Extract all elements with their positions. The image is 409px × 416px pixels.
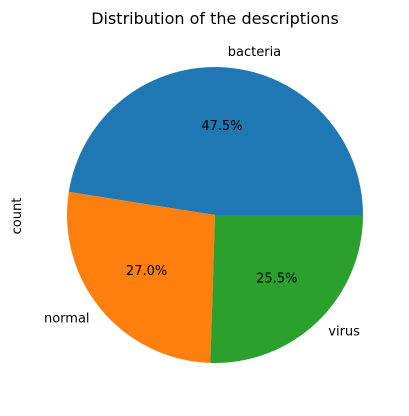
slice-label-virus: virus (328, 324, 360, 339)
slice-percent-virus: 25.5% (256, 271, 297, 286)
pie-slices (66, 66, 363, 364)
y-axis-label: count (10, 198, 25, 235)
slice-label-normal: normal (44, 311, 90, 326)
slice-label-bacteria: bacteria (228, 45, 281, 60)
pie-labels: bacteria 47.5% normal 27.0% virus 25.5% (44, 45, 360, 339)
pie-slice-bacteria (68, 66, 363, 216)
slice-percent-bacteria: 47.5% (201, 119, 242, 134)
pie-slice-normal (66, 191, 215, 363)
chart-title: Distribution of the descriptions (91, 9, 339, 28)
pie-slice-virus (210, 215, 363, 364)
slice-percent-normal: 27.0% (126, 264, 167, 279)
